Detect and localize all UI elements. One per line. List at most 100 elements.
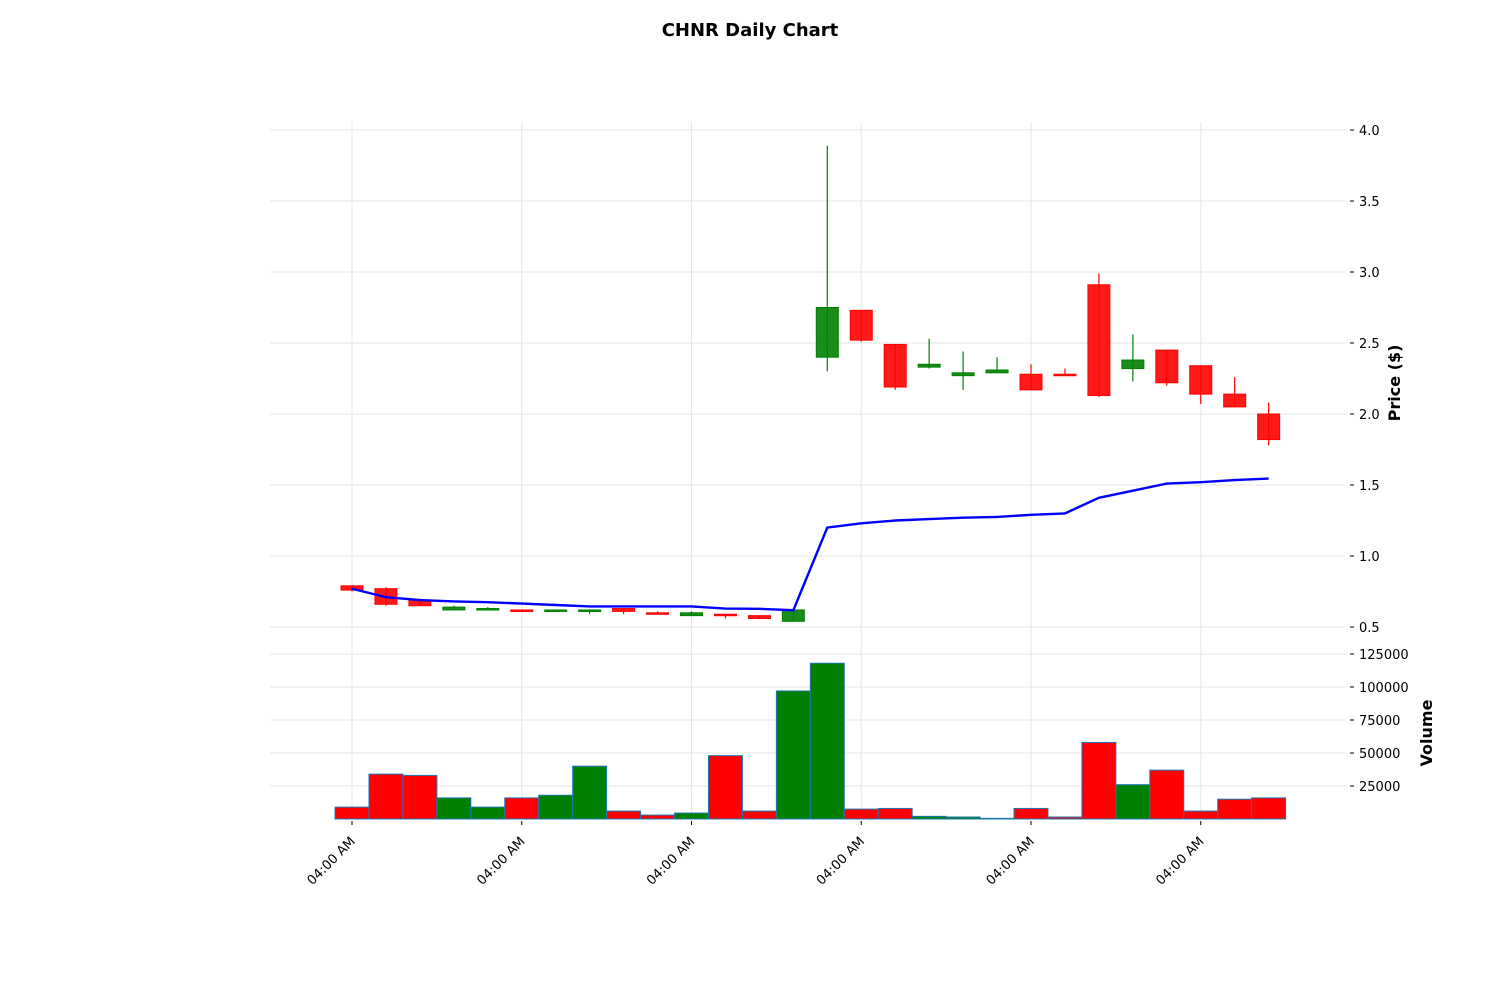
candle-body	[340, 585, 364, 591]
candle-body	[815, 307, 839, 358]
x-tick-label: 04:00 AM	[814, 834, 868, 888]
moving-average	[351, 477, 1269, 612]
candle-body	[1257, 413, 1281, 441]
candle-body	[747, 615, 771, 619]
volume-bar	[1081, 741, 1117, 820]
candle	[510, 609, 534, 612]
volume-tick-label: 50000	[1359, 747, 1400, 762]
volume-bar	[877, 807, 913, 820]
candle-body	[476, 608, 500, 611]
candle-body	[1019, 373, 1043, 391]
volume-tick-label: 25000	[1359, 780, 1400, 795]
candle	[544, 609, 568, 612]
candle	[578, 609, 602, 615]
price-axis: Price ($) 0.5 1.0 1.5 2.0 2.5 3.0 3.5 4.0	[1350, 124, 1404, 636]
volume-bar	[741, 810, 777, 820]
grid	[270, 122, 1345, 819]
volume-axis-label: Volume	[1417, 699, 1436, 766]
candle	[1087, 273, 1111, 397]
price-tick-label: 1.5	[1359, 479, 1380, 494]
volume-bar	[809, 662, 845, 820]
candle	[1121, 334, 1145, 382]
volume-bar	[504, 797, 540, 820]
volume-bar	[843, 808, 879, 820]
candle-body	[442, 606, 466, 611]
candle-body	[713, 613, 737, 617]
volume-bar	[572, 765, 608, 820]
candle	[612, 608, 636, 615]
volume-bar	[334, 806, 370, 820]
volume-bar	[606, 810, 642, 820]
candle	[1223, 377, 1247, 408]
candle	[815, 145, 839, 372]
candle-body	[849, 309, 873, 341]
candle-body	[578, 609, 602, 612]
candle	[883, 343, 907, 390]
candle	[1155, 349, 1179, 386]
candle	[1257, 402, 1281, 446]
candle	[646, 611, 670, 615]
x-tick-label: 04:00 AM	[305, 834, 359, 888]
price-tick-label: 3.0	[1359, 266, 1380, 281]
price-tick-label: 0.5	[1359, 621, 1380, 636]
volume-bar	[436, 797, 472, 820]
candle	[476, 607, 500, 611]
volume-bars	[334, 662, 1287, 820]
volume-bar	[674, 812, 709, 820]
volume-bar	[538, 794, 574, 820]
volume-bar	[911, 815, 947, 820]
volume-bar	[945, 816, 981, 820]
candle	[917, 338, 941, 369]
volume-tick-label: 100000	[1359, 681, 1409, 696]
candle-body	[510, 609, 534, 612]
volume-bar	[1013, 807, 1049, 820]
candle	[1189, 365, 1213, 405]
x-axis: 04:00 AM 04:00 AM 04:00 AM 04:00 AM 04:00 AM…	[305, 821, 1208, 888]
volume-bar	[979, 817, 1015, 820]
candle-body	[1053, 373, 1077, 377]
volume-bar	[402, 774, 438, 820]
volume-bar	[775, 690, 811, 820]
price-tick-label: 1.0	[1359, 550, 1380, 565]
candle	[1019, 364, 1043, 391]
candles	[340, 145, 1281, 622]
volume-bar	[1115, 784, 1151, 820]
candle-body	[1189, 365, 1213, 395]
volume-tick-label: 75000	[1359, 714, 1400, 729]
candle	[849, 309, 873, 342]
volume-bar	[368, 773, 404, 820]
candle-body	[951, 372, 975, 377]
volume-bar	[640, 814, 676, 820]
price-tick-label: 4.0	[1359, 124, 1380, 139]
x-tick-label: 04:00 AM	[644, 834, 698, 888]
candle-body	[1155, 349, 1179, 384]
candle-body	[883, 343, 907, 388]
price-tick-label: 3.5	[1359, 195, 1380, 210]
x-tick-label: 04:00 AM	[984, 834, 1038, 888]
volume-axis: Volume 25000 50000 75000 100000 125000	[1350, 648, 1436, 795]
candle	[1053, 368, 1077, 377]
price-tick-label: 2.0	[1359, 408, 1380, 423]
volume-bar	[1217, 798, 1253, 820]
candle-body	[1087, 284, 1111, 397]
candle-body	[917, 363, 941, 368]
volume-tick-label: 125000	[1359, 648, 1409, 663]
volume-bar	[707, 755, 743, 820]
candle	[747, 615, 771, 619]
volume-bar	[1183, 810, 1219, 820]
volume-bar	[1047, 816, 1083, 820]
candle	[951, 351, 975, 390]
candle	[442, 605, 466, 611]
candle	[713, 613, 737, 619]
x-tick-label: 04:00 AM	[1153, 834, 1207, 888]
candle-body	[985, 369, 1009, 374]
chart-title: CHNR Daily Chart	[662, 20, 839, 41]
candle	[781, 609, 805, 622]
candle-body	[612, 608, 636, 612]
candle-body	[781, 609, 805, 622]
price-tick-label: 2.5	[1359, 337, 1380, 352]
price-axis-label: Price ($)	[1385, 345, 1404, 422]
x-tick-label: 04:00 AM	[474, 834, 528, 888]
volume-bar	[1251, 797, 1287, 820]
